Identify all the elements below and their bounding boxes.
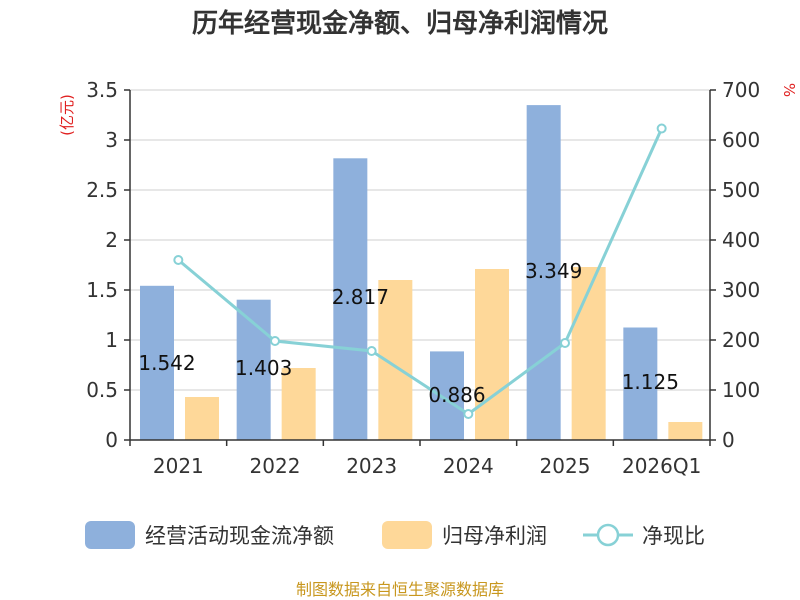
data-label-cash-flow: 1.403 <box>235 356 292 380</box>
right-axis-unit: % <box>780 83 798 97</box>
x-axis-tick-label: 2023 <box>346 454 397 478</box>
ratio-line-point <box>560 338 570 348</box>
x-axis-tick-label: 2022 <box>250 454 301 478</box>
bar-cash-flow <box>333 158 368 441</box>
data-labels: 1.542 1.403 2.817 0.886 3.349 1.125 <box>138 259 679 407</box>
right-axis-tick-label: 600 <box>722 128 760 152</box>
source-note: 制图数据来自恒生聚源数据库 <box>296 580 504 599</box>
legend-label-ratio: 净现比 <box>642 524 705 548</box>
ratio-line-path <box>177 127 664 416</box>
right-axis-tick-label: 400 <box>722 228 760 252</box>
ratio-line-point <box>463 409 474 419</box>
right-axis-tick-label: 0 <box>722 428 735 452</box>
data-label-cash-flow: 3.349 <box>525 259 582 283</box>
data-label-cash-flow: 1.125 <box>622 370 679 394</box>
bar-net-profit <box>185 397 219 440</box>
bar-net-profit <box>475 269 509 440</box>
legend: 经营活动现金流净额 归母净利润 净现比 <box>85 521 705 549</box>
chart-title: 历年经营现金净额、归母净利润情况 <box>192 8 608 39</box>
legend-label-net-profit: 归母净利润 <box>442 524 547 548</box>
bar-cash-flow <box>526 105 561 440</box>
right-axis-tick-label: 700 <box>722 78 760 102</box>
bar-cash-flow <box>430 351 464 440</box>
legend-label-cash-flow: 经营活动现金流净额 <box>145 524 334 548</box>
left-axis-tick-label: 0 <box>105 428 118 452</box>
legend-swatch-ratio-marker <box>596 523 620 547</box>
data-label-cash-flow: 2.817 <box>332 285 389 309</box>
x-axis-tick-label: 2025 <box>540 454 591 478</box>
bar-net-profit <box>571 267 606 440</box>
right-axis-tick-label: 200 <box>722 328 760 352</box>
legend-swatch-cash-flow <box>85 521 135 549</box>
left-axis-unit: (亿元) <box>58 94 76 136</box>
right-axis-tick-label: 500 <box>722 178 760 202</box>
legend-swatch-net-profit <box>382 521 432 549</box>
ratio-line-point <box>173 255 184 265</box>
left-axis-tick-label: 2.5 <box>86 178 118 202</box>
left-axis-tick-label: 3.5 <box>86 78 118 102</box>
left-axis-tick-label: 1 <box>105 328 118 352</box>
axes: 0 0.5 1 1.5 2 2.5 3 3.5 0 100 200 300 400 500 600 700 20… <box>86 78 760 478</box>
data-label-cash-flow: 0.886 <box>428 383 485 407</box>
left-axis-tick-label: 1.5 <box>86 278 118 302</box>
right-axis-tick-label: 300 <box>722 278 760 302</box>
x-axis-tick-label: 2026Q1 <box>622 454 701 478</box>
bar-net-profit <box>668 422 703 440</box>
left-axis-tick-label: 0.5 <box>86 378 118 402</box>
ratio-line-point <box>270 336 280 346</box>
right-axis-tick-label: 100 <box>722 378 760 402</box>
x-axis-tick-label: 2024 <box>443 454 494 478</box>
ratio-line <box>173 123 667 419</box>
data-label-cash-flow: 1.542 <box>138 351 195 375</box>
left-axis-tick-label: 3 <box>105 128 118 152</box>
bars <box>140 105 703 441</box>
bar-cash-flow <box>140 285 174 440</box>
gridlines <box>130 89 710 391</box>
ratio-line-point <box>366 346 377 356</box>
bar-cash-flow <box>623 327 658 440</box>
bar-net-profit <box>281 368 316 440</box>
x-axis-tick-label: 2021 <box>153 454 204 478</box>
left-axis-tick-label: 2 <box>105 228 118 252</box>
ratio-line-point <box>656 123 667 134</box>
